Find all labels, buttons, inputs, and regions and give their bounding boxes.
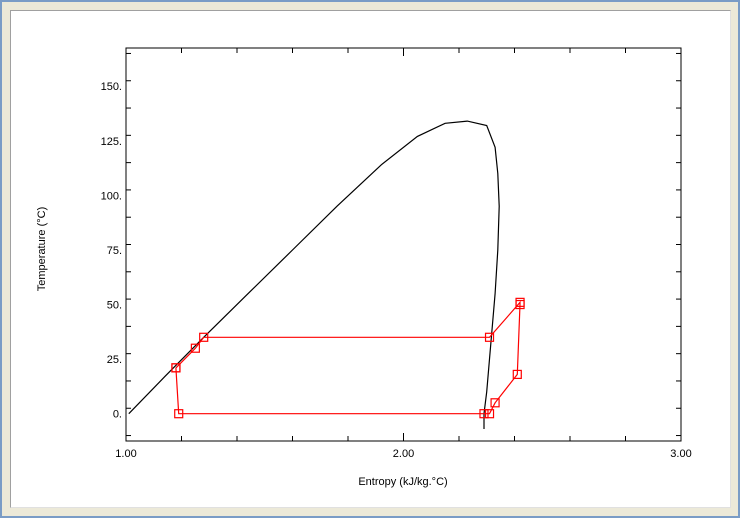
y-tick-label: 150. (101, 81, 122, 93)
ts-diagram-chart: 1.00 2.00 3.00 0. 25. 50. 75. 100. 125. 150. Entr… (36, 47, 692, 488)
y-tick-label: 0. (113, 409, 122, 421)
y-tick-label: 125. (101, 136, 122, 148)
y-tick-label: 75. (107, 245, 122, 257)
state-point-marker (199, 332, 209, 342)
y-axis-label: Temperature (°C) (36, 207, 48, 291)
state-point-marker (171, 363, 181, 373)
x-axis-label: Entropy (kJ/kg.°C) (358, 476, 447, 488)
y-tick-label: 50. (107, 300, 122, 312)
chart-panel: 1.00 2.00 3.00 0. 25. 50. 75. 100. 125. 150. Entr… (10, 10, 731, 508)
state-point-marker (512, 369, 522, 380)
state-point-marker (174, 409, 184, 419)
y-tick-label: 25. (107, 354, 122, 366)
state-point-marker (484, 332, 495, 342)
plot-area (125, 47, 682, 442)
state-point-marker (484, 409, 495, 419)
state-point-marker (479, 409, 489, 419)
state-point-marker (515, 297, 525, 307)
x-tick-label: 2.00 (393, 448, 414, 460)
x-tick-label: 3.00 (670, 448, 691, 460)
state-point-marker (490, 398, 500, 408)
y-tick-label: 100. (101, 190, 122, 202)
state-point-marker (190, 343, 200, 353)
x-tick-label: 1.00 (115, 448, 136, 460)
refrigeration-cycle-line (175, 300, 521, 415)
saturation-dome-line (128, 120, 500, 429)
